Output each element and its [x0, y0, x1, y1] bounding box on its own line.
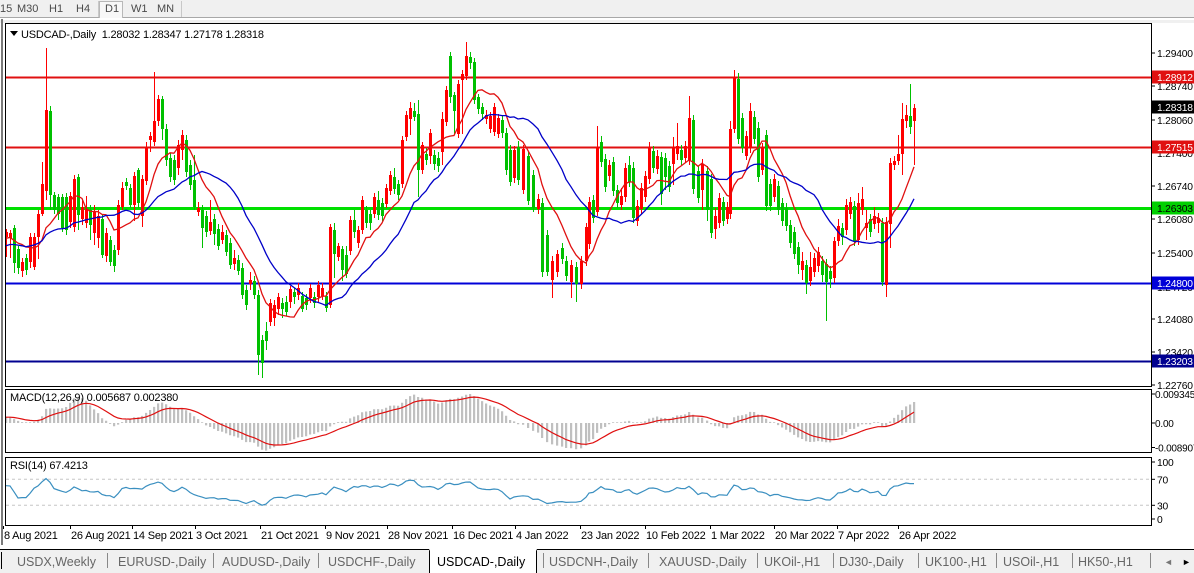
svg-text:1.26080: 1.26080: [1157, 215, 1193, 226]
svg-text:1.23420: 1.23420: [1157, 348, 1193, 359]
svg-text:1.23203: 1.23203: [1157, 357, 1193, 368]
svg-text:70: 70: [1157, 475, 1169, 486]
svg-text:3 Oct 2021: 3 Oct 2021: [196, 530, 248, 542]
svg-text:0.009345: 0.009345: [1155, 390, 1194, 401]
svg-text:16 Dec 2021: 16 Dec 2021: [453, 530, 513, 542]
svg-text:RSI(14) 67.4213: RSI(14) 67.4213: [10, 460, 88, 472]
svg-text:30: 30: [1157, 501, 1169, 512]
svg-text:14 Sep 2021: 14 Sep 2021: [133, 530, 193, 542]
svg-text:1.25400: 1.25400: [1157, 249, 1193, 260]
svg-text:1.27400: 1.27400: [1157, 149, 1193, 160]
svg-text:20 Mar 2022: 20 Mar 2022: [775, 530, 835, 542]
svg-text:1 Mar 2022: 1 Mar 2022: [711, 530, 765, 542]
svg-text:26 Aug 2021: 26 Aug 2021: [71, 530, 131, 542]
svg-text:1.28912: 1.28912: [1157, 73, 1193, 84]
svg-text:23 Jan 2022: 23 Jan 2022: [581, 530, 639, 542]
svg-text:1.29400: 1.29400: [1157, 49, 1193, 60]
svg-text:10 Feb 2022: 10 Feb 2022: [646, 530, 706, 542]
svg-text:1.28318: 1.28318: [1157, 103, 1193, 114]
svg-text:MACD(12,26,9) 0.005687 0.00238: MACD(12,26,9) 0.005687 0.002380: [10, 392, 178, 404]
svg-text:1.28060: 1.28060: [1157, 116, 1193, 127]
svg-text:4 Jan 2022: 4 Jan 2022: [516, 530, 569, 542]
svg-text:21 Oct 2021: 21 Oct 2021: [261, 530, 319, 542]
svg-text:1.26303: 1.26303: [1157, 204, 1193, 215]
svg-text:-0.008907: -0.008907: [1155, 444, 1194, 455]
svg-text:7 Apr 2022: 7 Apr 2022: [838, 530, 889, 542]
svg-text:26 Apr 2022: 26 Apr 2022: [899, 530, 956, 542]
svg-text:100: 100: [1157, 458, 1174, 469]
svg-text:1.28740: 1.28740: [1157, 82, 1193, 93]
svg-text:0.00: 0.00: [1155, 419, 1174, 430]
svg-text:USDCAD-,Daily 1.28032 1.28347: USDCAD-,Daily 1.28032 1.28347 1.27178 1.…: [21, 29, 264, 41]
svg-text:1.27515: 1.27515: [1157, 143, 1193, 154]
svg-text:1.22760: 1.22760: [1157, 381, 1193, 392]
svg-text:8 Aug 2021: 8 Aug 2021: [4, 530, 58, 542]
svg-text:9 Nov 2021: 9 Nov 2021: [326, 530, 380, 542]
svg-text:0: 0: [1157, 515, 1163, 526]
svg-text:1.24080: 1.24080: [1157, 315, 1193, 326]
svg-text:28 Nov 2021: 28 Nov 2021: [388, 530, 448, 542]
svg-text:1.24800: 1.24800: [1157, 279, 1193, 290]
svg-text:1.26740: 1.26740: [1157, 182, 1193, 193]
